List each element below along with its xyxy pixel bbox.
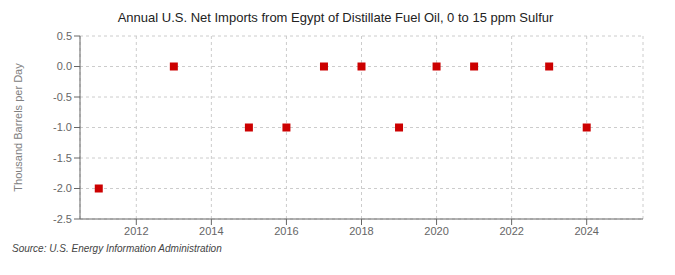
html-text:Source: U.S. Energy Informatio: Source: U.S. Energy Information Administ…	[12, 243, 222, 254]
svg-text:2022: 2022	[499, 225, 523, 237]
svg-text:-1.5: -1.5	[53, 152, 72, 164]
svg-text:-2.0: -2.0	[53, 182, 72, 194]
svg-text:2020: 2020	[424, 225, 448, 237]
html-text:Annual U.S. Net Imports from E: Annual U.S. Net Imports from Egypt of Di…	[117, 10, 554, 25]
svg-text:0.0: 0.0	[57, 60, 72, 72]
svg-text:2016: 2016	[274, 225, 298, 237]
svg-text:2024: 2024	[574, 225, 598, 237]
svg-text:-0.5: -0.5	[53, 91, 72, 103]
svg-text:0.5: 0.5	[57, 30, 72, 42]
svg-text:2018: 2018	[349, 225, 373, 237]
svg-text:-1.0: -1.0	[53, 121, 72, 133]
svg-text:2014: 2014	[199, 225, 223, 237]
svg-text:Thousand Barrels per Day: Thousand Barrels per Day	[12, 63, 24, 192]
svg-text:-2.5: -2.5	[53, 213, 72, 225]
svg-text:2012: 2012	[124, 225, 148, 237]
